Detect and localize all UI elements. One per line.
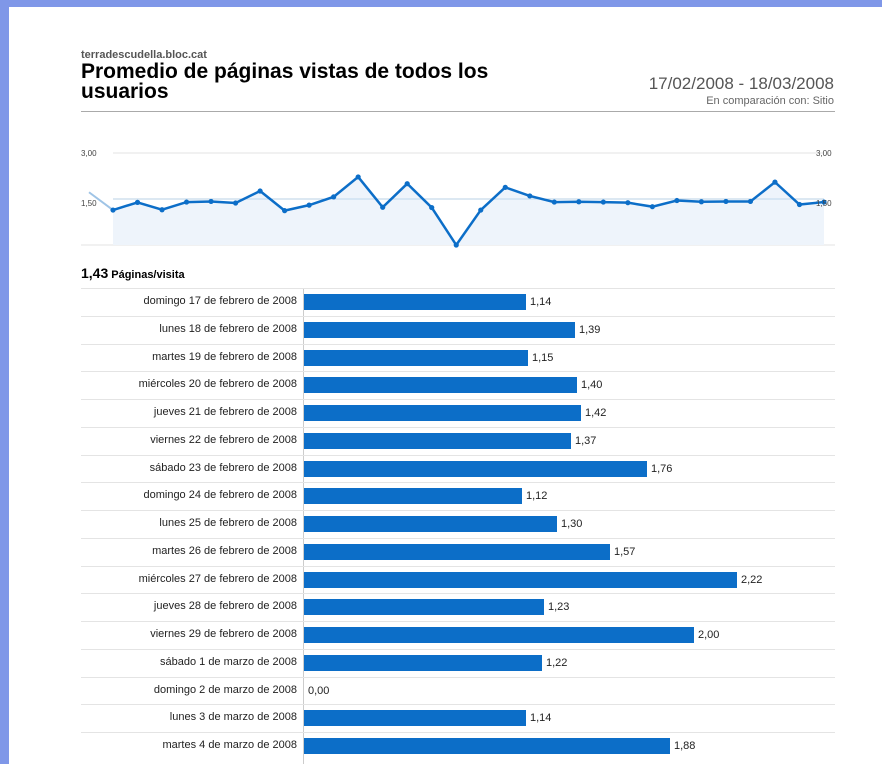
bar[interactable]	[304, 655, 542, 671]
bar[interactable]	[304, 516, 557, 532]
row-separator	[81, 593, 835, 594]
bar[interactable]	[304, 433, 571, 449]
title-divider	[81, 111, 835, 112]
row-separator	[81, 538, 835, 539]
row-separator	[81, 288, 835, 289]
bar-category-label: jueves 21 de febrero de 2008	[153, 406, 297, 418]
bar-baseline	[303, 288, 304, 764]
bar[interactable]	[304, 350, 528, 366]
bar-value-label: 1,30	[561, 518, 583, 530]
bar[interactable]	[304, 461, 647, 477]
summary-value: 1,43	[81, 265, 109, 281]
bar-category-label: martes 4 de marzo de 2008	[162, 739, 297, 751]
bar-value-label: 1,40	[581, 379, 603, 391]
bar-value-label: 1,22	[546, 657, 568, 669]
bar[interactable]	[304, 710, 526, 726]
bar-value-label: 1,88	[674, 740, 696, 752]
row-separator	[81, 566, 835, 567]
bar-value-label: 1,57	[614, 546, 636, 558]
bar[interactable]	[304, 405, 581, 421]
row-separator	[81, 677, 835, 678]
bar-value-label: 1,14	[530, 296, 552, 308]
y-tick-label-mid-right: 1,50	[816, 199, 832, 208]
y-tick-label-mid-left: 1,50	[81, 199, 97, 208]
row-separator	[81, 399, 835, 400]
site-name: terradescudella.bloc.cat	[81, 49, 207, 61]
window-frame-top	[0, 0, 882, 7]
row-separator	[81, 455, 835, 456]
row-separator	[81, 482, 835, 483]
y-tick-label-top-right: 3,00	[816, 149, 832, 158]
summary-unit: Páginas/visita	[111, 269, 185, 281]
window-frame-left	[0, 0, 9, 764]
row-separator	[81, 704, 835, 705]
bar-category-label: viernes 22 de febrero de 2008	[150, 434, 297, 446]
bar-category-label: miércoles 20 de febrero de 2008	[138, 378, 297, 390]
row-separator	[81, 510, 835, 511]
bar-value-label: 1,14	[530, 712, 552, 724]
bar-value-label: 1,23	[548, 601, 570, 613]
bar-category-label: domingo 17 de febrero de 2008	[143, 295, 297, 307]
bar-category-label: sábado 23 de febrero de 2008	[149, 462, 297, 474]
row-separator	[81, 344, 835, 345]
report-title: Promedio de páginas vistas de todos los …	[81, 60, 489, 103]
bar[interactable]	[304, 599, 544, 615]
bar-category-label: lunes 18 de febrero de 2008	[159, 323, 297, 335]
bar-category-label: lunes 25 de febrero de 2008	[159, 517, 297, 529]
y-tick-label-top-left: 3,00	[81, 149, 97, 158]
bar[interactable]	[304, 738, 670, 754]
bar-value-label: 1,37	[575, 435, 597, 447]
bar-category-label: domingo 2 de marzo de 2008	[153, 684, 297, 696]
bar[interactable]	[304, 294, 526, 310]
row-separator	[81, 371, 835, 372]
comparison-label: En comparación con: Sitio	[706, 95, 834, 107]
bar-value-label: 1,12	[526, 490, 548, 502]
bar-value-label: 1,15	[532, 352, 554, 364]
row-separator	[81, 649, 835, 650]
bar-category-label: miércoles 27 de febrero de 2008	[138, 573, 297, 585]
bar-value-label: 1,76	[651, 463, 673, 475]
bar[interactable]	[304, 627, 694, 643]
bar[interactable]	[304, 322, 575, 338]
bar[interactable]	[304, 488, 522, 504]
row-separator	[81, 621, 835, 622]
bar-value-label: 2,22	[741, 574, 763, 586]
summary-metric: 1,43 Páginas/visita	[81, 265, 185, 283]
bar-category-label: domingo 24 de febrero de 2008	[143, 489, 297, 501]
row-separator	[81, 732, 835, 733]
bar[interactable]	[304, 377, 577, 393]
bar-value-label: 2,00	[698, 629, 720, 641]
bar[interactable]	[304, 572, 737, 588]
bar-category-label: martes 19 de febrero de 2008	[152, 351, 297, 363]
bar-category-label: sábado 1 de marzo de 2008	[160, 656, 297, 668]
bar-value-label: 1,39	[579, 324, 601, 336]
bar-category-label: jueves 28 de febrero de 2008	[153, 600, 297, 612]
bar[interactable]	[304, 544, 610, 560]
bar-value-label: 0,00	[308, 685, 330, 697]
bar-category-label: lunes 3 de marzo de 2008	[169, 711, 297, 723]
date-range[interactable]: 17/02/2008 - 18/03/2008	[648, 74, 834, 93]
row-separator	[81, 427, 835, 428]
row-separator	[81, 316, 835, 317]
bar-category-label: viernes 29 de febrero de 2008	[150, 628, 297, 640]
bar-category-label: martes 26 de febrero de 2008	[152, 545, 297, 557]
bar-value-label: 1,42	[585, 407, 607, 419]
